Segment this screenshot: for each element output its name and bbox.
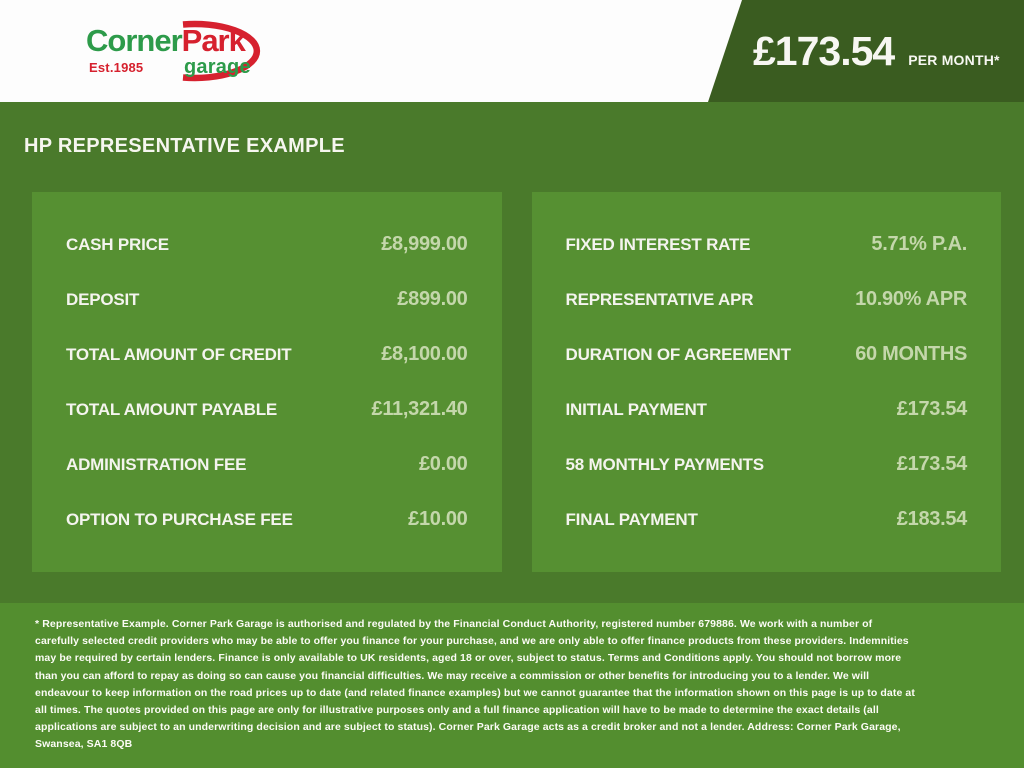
finance-row-admin-fee: ADMINISTRATION FEE £0.00 [32,437,502,492]
row-value: £0.00 [418,453,468,475]
logo-wordmark: CornerPark [86,23,246,59]
finance-example-body: HP REPRESENTATIVE EXAMPLE CASH PRICE £8,… [0,102,1024,603]
header: CornerPark Est.1985 garage £173.54 PER M… [0,0,1024,102]
finance-row-duration: DURATION OF AGREEMENT 60 MONTHS [532,327,1002,382]
corner-park-garage-logo: CornerPark Est.1985 garage [86,19,266,85]
disclaimer-footer: * Representative Example. Corner Park Ga… [0,603,1024,768]
finance-row-cash-price: CASH PRICE £8,999.00 [32,217,502,272]
finance-row-initial-payment: INITIAL PAYMENT £173.54 [532,382,1002,437]
row-label: 58 MONTHLY PAYMENTS [565,454,765,474]
row-value: £8,100.00 [381,343,468,365]
row-value: £173.54 [896,453,968,475]
finance-row-fixed-interest-rate: FIXED INTEREST RATE 5.71% P.A. [532,217,1002,272]
finance-panel-left: CASH PRICE £8,999.00 DEPOSIT £899.00 TOT… [32,192,502,572]
finance-row-total-payable: TOTAL AMOUNT PAYABLE £11,321.40 [32,382,502,437]
finance-row-total-credit: TOTAL AMOUNT OF CREDIT £8,100.00 [32,327,502,382]
per-month-label: PER MONTH* [908,52,1000,68]
finance-row-deposit: DEPOSIT £899.00 [32,272,502,327]
row-label: REPRESENTATIVE APR [565,289,754,309]
row-label: ADMINISTRATION FEE [66,454,247,474]
row-label: DEPOSIT [66,289,140,309]
logo-text-corner: Corner [86,23,183,58]
logo-text-park: Park [181,23,246,58]
row-value: 5.71% P.A. [871,233,967,255]
finance-row-final-payment: FINAL PAYMENT £183.54 [532,492,1002,547]
row-label: FIXED INTEREST RATE [565,234,751,254]
row-label: FINAL PAYMENT [565,509,698,529]
finance-row-option-to-purchase-fee: OPTION TO PURCHASE FEE £10.00 [32,492,502,547]
row-value: £173.54 [896,398,968,420]
finance-row-representative-apr: REPRESENTATIVE APR 10.90% APR [532,272,1002,327]
monthly-price-banner: £173.54 PER MONTH* [708,0,1024,102]
row-value: 60 MONTHS [855,343,967,365]
finance-row-monthly-payments: 58 MONTHLY PAYMENTS £173.54 [532,437,1002,492]
row-value: £10.00 [408,508,468,530]
logo-text-garage: garage [184,56,251,78]
row-label: INITIAL PAYMENT [565,399,707,419]
row-value: £8,999.00 [381,233,468,255]
row-label: OPTION TO PURCHASE FEE [66,509,293,529]
finance-panels: CASH PRICE £8,999.00 DEPOSIT £899.00 TOT… [32,192,1001,572]
row-value: £183.54 [896,508,968,530]
row-value: £899.00 [397,288,468,310]
page-title: HP REPRESENTATIVE EXAMPLE [24,135,345,157]
logo-established-label: Est.1985 [89,60,144,75]
finance-panel-right: FIXED INTEREST RATE 5.71% P.A. REPRESENT… [531,192,1002,572]
row-label: CASH PRICE [66,234,169,254]
logo-swoosh-icon [182,20,261,82]
row-label: TOTAL AMOUNT OF CREDIT [66,344,292,364]
row-label: TOTAL AMOUNT PAYABLE [66,399,278,419]
monthly-price-amount: £173.54 [753,28,895,74]
row-value: 10.90% APR [855,288,967,310]
row-value: £11,321.40 [371,398,468,420]
row-label: DURATION OF AGREEMENT [565,344,791,364]
disclaimer-text: * Representative Example. Corner Park Ga… [35,618,915,751]
